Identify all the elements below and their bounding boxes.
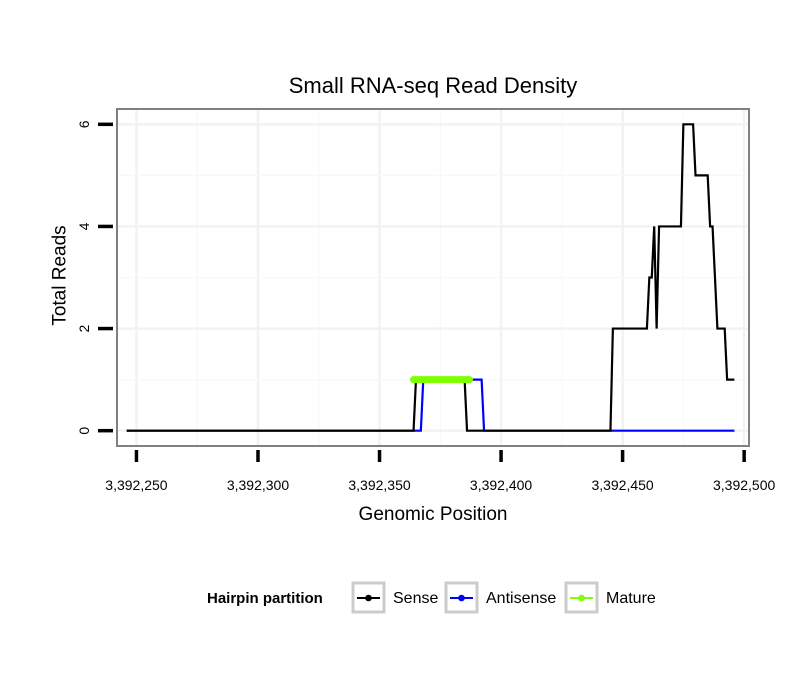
legend: Hairpin partition Sense Antisense Mature [207, 581, 656, 614]
x-axis-title: Genomic Position [359, 504, 508, 525]
legend-key-point [458, 594, 465, 602]
legend-label: Antisense [486, 590, 556, 607]
y-tick-label: 6 [76, 120, 92, 128]
series-layer [126, 123, 735, 432]
legend-title: Hairpin partition [207, 590, 323, 607]
legend-label: Mature [606, 590, 656, 607]
x-tick-label: 3,392,500 [713, 477, 775, 493]
x-tick-label: 3,392,400 [470, 477, 532, 493]
x-tick-label: 3,392,300 [227, 477, 289, 493]
grid-lines [117, 109, 749, 446]
legend-key-point [578, 594, 585, 602]
legend-label: Sense [393, 590, 438, 607]
x-tick-label: 3,392,250 [105, 477, 167, 493]
legend-key-point [365, 594, 372, 602]
plot-border [116, 108, 750, 447]
x-tick-label: 3,392,350 [348, 477, 410, 493]
y-tick-label: 2 [76, 324, 92, 332]
y-axis-title: Total Reads [50, 225, 71, 325]
chart-title: Small RNA-seq Read Density [289, 73, 578, 98]
y-tick-label: 0 [76, 427, 92, 435]
axes: 3,392,250 3,392,300 3,392,350 3,392,400 3,39… [76, 120, 775, 493]
x-tick-label: 3,392,450 [591, 477, 653, 493]
y-tick-label: 4 [76, 222, 92, 230]
